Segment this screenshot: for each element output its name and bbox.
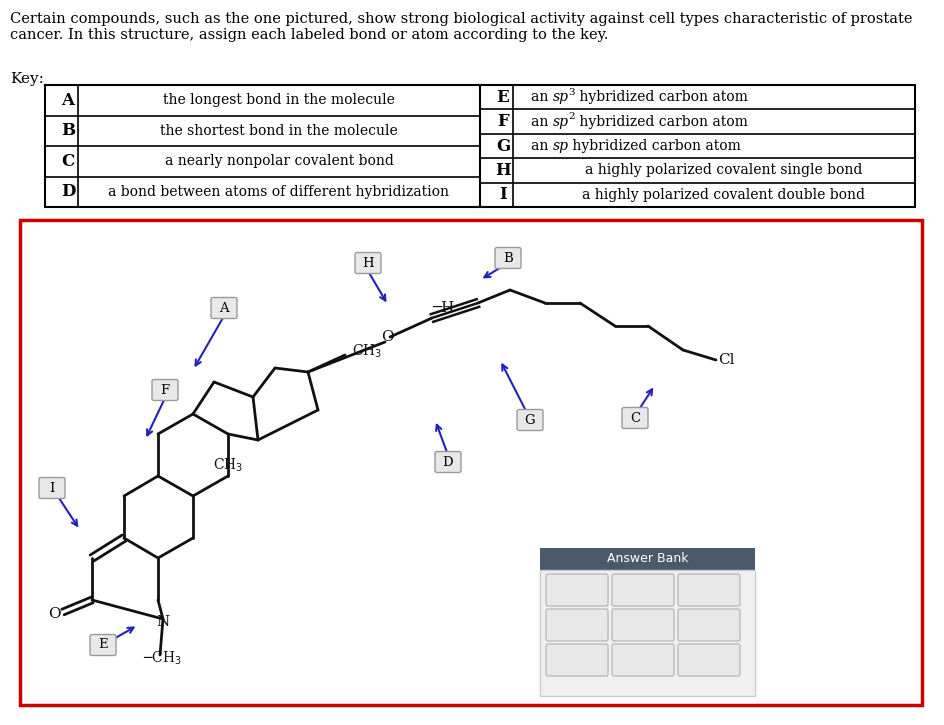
Text: hybridized carbon atom: hybridized carbon atom	[567, 139, 740, 153]
Text: a nearly nonpolar covalent bond: a nearly nonpolar covalent bond	[164, 154, 393, 168]
Bar	[539, 570, 754, 696]
Text: a bond between atoms of different hybridization: a bond between atoms of different hybrid…	[109, 185, 449, 199]
Text: a highly polarized covalent double bond: a highly polarized covalent double bond	[582, 188, 865, 202]
Text: ─H: ─H	[431, 301, 454, 315]
FancyBboxPatch shape	[516, 410, 543, 431]
Text: A: A	[219, 302, 228, 315]
Text: F: F	[497, 113, 508, 130]
Text: a highly polarized covalent single bond: a highly polarized covalent single bond	[584, 163, 862, 178]
Text: I: I	[498, 186, 506, 203]
Text: G: G	[496, 138, 510, 154]
Text: E: E	[497, 88, 509, 106]
Text: N: N	[156, 615, 169, 629]
Bar	[45, 85, 914, 207]
Text: CH$_3$: CH$_3$	[212, 456, 243, 473]
Text: C: C	[61, 153, 75, 170]
Text: D: D	[442, 455, 453, 468]
Text: E: E	[98, 639, 108, 652]
FancyBboxPatch shape	[612, 609, 673, 641]
FancyBboxPatch shape	[355, 252, 380, 273]
Text: sp: sp	[552, 90, 568, 104]
FancyBboxPatch shape	[546, 644, 607, 676]
Text: Key:: Key:	[10, 72, 43, 86]
Text: 2: 2	[567, 112, 574, 121]
Text: G: G	[524, 413, 534, 426]
FancyBboxPatch shape	[677, 609, 739, 641]
FancyBboxPatch shape	[677, 644, 739, 676]
Text: the shortest bond in the molecule: the shortest bond in the molecule	[160, 124, 397, 138]
Text: H: H	[362, 257, 374, 270]
Text: C: C	[630, 412, 639, 425]
Bar	[20, 220, 921, 705]
Text: an: an	[531, 90, 552, 104]
Text: hybridized carbon atom: hybridized carbon atom	[574, 115, 747, 128]
Text: hybridized carbon atom: hybridized carbon atom	[574, 90, 747, 104]
Text: O: O	[47, 607, 60, 621]
Text: an: an	[531, 115, 552, 128]
FancyBboxPatch shape	[39, 478, 65, 499]
FancyBboxPatch shape	[621, 407, 648, 428]
FancyBboxPatch shape	[211, 297, 237, 318]
Text: ─CH$_3$: ─CH$_3$	[143, 650, 181, 667]
FancyBboxPatch shape	[495, 247, 520, 268]
FancyBboxPatch shape	[434, 452, 461, 473]
Text: O: O	[380, 330, 393, 344]
Text: F: F	[160, 384, 169, 397]
Text: A: A	[61, 92, 75, 109]
FancyBboxPatch shape	[612, 574, 673, 606]
FancyBboxPatch shape	[90, 634, 116, 655]
Text: H: H	[495, 162, 511, 179]
FancyBboxPatch shape	[546, 609, 607, 641]
Text: an: an	[531, 139, 552, 153]
Text: Answer Bank: Answer Bank	[606, 552, 687, 566]
Text: B: B	[60, 123, 75, 139]
Text: the longest bond in the molecule: the longest bond in the molecule	[163, 94, 395, 107]
Bar	[539, 548, 754, 570]
Text: I: I	[49, 481, 55, 494]
Text: sp: sp	[552, 115, 568, 128]
FancyBboxPatch shape	[677, 574, 739, 606]
Text: D: D	[60, 183, 76, 200]
Text: 3: 3	[567, 88, 574, 96]
Text: CH$_3$: CH$_3$	[351, 342, 381, 360]
Text: Certain compounds, such as the one pictured, show strong biological activity aga: Certain compounds, such as the one pictu…	[10, 12, 912, 42]
Text: sp: sp	[552, 139, 568, 153]
Text: Cl: Cl	[717, 353, 733, 367]
FancyBboxPatch shape	[546, 574, 607, 606]
FancyBboxPatch shape	[152, 379, 177, 400]
FancyBboxPatch shape	[612, 644, 673, 676]
Text: B: B	[502, 252, 513, 265]
